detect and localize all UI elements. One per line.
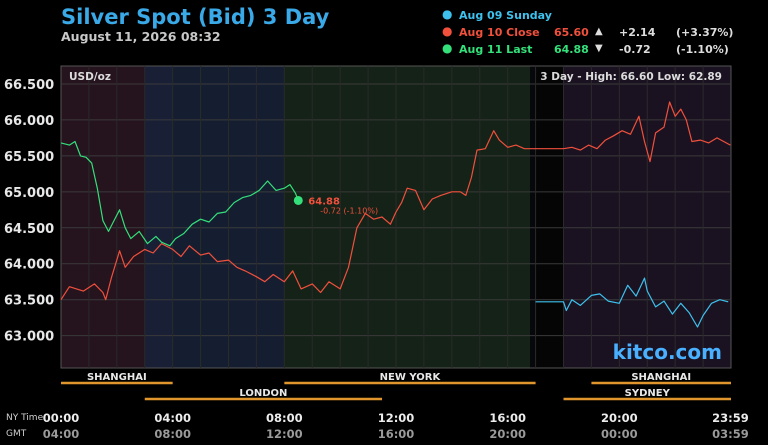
down-arrow-icon: ▼ [595,43,603,54]
x-tick-gmt: 04:00 [43,427,80,441]
series-line [535,277,729,328]
legend-row-aug10: ● Aug 10 Close 65.60 ▲ +2.14 (+3.37%) [442,24,762,43]
y-tick-label: 65.000 [4,186,54,201]
up-arrow-icon: ▲ [595,26,603,37]
x-tick-gmt: 00:00 [601,427,638,441]
y-tick-label: 66.500 [4,78,54,93]
legend-pct: (-1.10%) [676,43,729,56]
legend-dot: ● [442,41,453,55]
y-tick-label: 63.000 [4,330,54,345]
legend-dot: ● [442,7,453,21]
gmt-label: GMT [6,429,27,439]
y-tick-label: 63.500 [4,294,54,309]
unit-label: USD/oz [69,71,111,83]
market-closed-band [535,66,564,368]
watermark: kitco.com [613,340,722,364]
legend-label: Aug 10 Close [459,26,540,39]
legend-change: +2.14 [619,26,656,39]
session-box [61,370,173,384]
x-tick-gmt: 20:00 [489,427,526,441]
session-label: SHANGHAI [631,372,691,383]
series-line [60,140,299,247]
session-label: NEW YORK [380,372,442,383]
session-label: SHANGHAI [87,372,147,383]
x-tick-ny: 16:00 [489,411,526,425]
legend-value: 65.60 [554,26,589,39]
x-tick-ny: 12:00 [378,411,415,425]
session-label: SYDNEY [625,388,671,399]
y-tick-label: 66.000 [4,114,54,129]
series-line [60,101,731,301]
legend-value: 64.88 [554,43,589,56]
legend: ● Aug 09 Sunday ● Aug 10 Close 65.60 ▲ +… [442,7,762,60]
page-title: Silver Spot (Bid) 3 Day [61,5,330,29]
x-tick-ny: 04:00 [154,411,191,425]
x-tick-ny: 00:00 [43,411,80,425]
session-box [591,370,731,384]
timestamp: August 11, 2026 08:32 [61,29,221,44]
session-label: LONDON [239,388,287,399]
session-box [563,386,731,400]
session-box [144,386,383,400]
legend-row-aug09: ● Aug 09 Sunday [442,7,762,26]
legend-pct: (+3.37%) [676,26,734,39]
x-tick-gmt: 08:00 [154,427,191,441]
legend-label: Aug 09 Sunday [459,9,552,22]
y-tick-label: 64.500 [4,222,54,237]
legend-change: -0.72 [619,43,651,56]
x-tick-ny: 08:00 [266,411,303,425]
x-tick-gmt: 16:00 [378,427,415,441]
session-box [284,370,536,384]
legend-row-aug11: ● Aug 11 Last 64.88 ▼ -0.72 (-1.10%) [442,41,762,60]
legend-dot: ● [442,24,453,38]
stats-label: 3 Day - High: 66.60 Low: 62.89 [540,71,722,83]
session-band [284,66,530,368]
x-tick-ny: 23:59 [712,411,749,425]
legend-label: Aug 11 Last [459,43,533,56]
last-price-label: 64.88 [308,196,340,207]
x-tick-ny: 20:00 [601,411,638,425]
y-tick-label: 64.000 [4,258,54,273]
y-tick-label: 65.500 [4,150,54,165]
last-change-label: -0.72 (-1.10%) [320,206,378,215]
ny-time-label: NY Time [6,413,44,423]
last-price-dot [293,195,303,205]
x-tick-gmt: 12:00 [266,427,303,441]
x-tick-gmt: 03:59 [712,427,749,441]
